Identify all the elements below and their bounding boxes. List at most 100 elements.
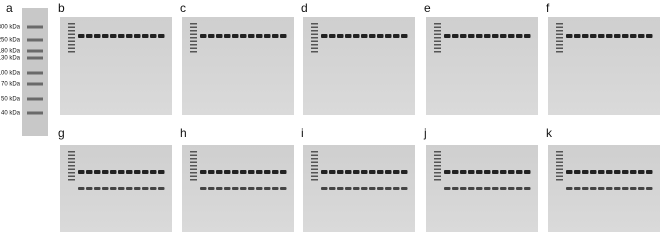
- protein-band: [158, 187, 165, 190]
- ladder-band: [434, 161, 441, 163]
- protein-band: [216, 34, 223, 38]
- protein-band: [337, 34, 344, 38]
- panel-label: e: [424, 1, 431, 15]
- ladder-band: [311, 47, 318, 49]
- panel-label: k: [546, 126, 553, 140]
- ladder-band: [434, 26, 441, 28]
- protein-band: [200, 34, 207, 38]
- ladder-band: [556, 44, 563, 46]
- protein-band: [492, 170, 499, 174]
- protein-band: [452, 170, 459, 174]
- ladder-band: [190, 47, 197, 49]
- protein-band: [574, 187, 581, 190]
- protein-band: [329, 34, 336, 38]
- protein-band: [444, 187, 451, 190]
- protein-band: [622, 170, 629, 174]
- ladder-label: 300 kDa: [0, 25, 21, 31]
- protein-band: [385, 34, 392, 38]
- protein-band: [353, 34, 360, 38]
- ladder-band: [556, 151, 563, 153]
- protein-band: [248, 170, 255, 174]
- protein-band: [248, 34, 255, 38]
- protein-band: [500, 34, 507, 38]
- ladder-band: [434, 154, 441, 156]
- ladder-label: 180 kDa: [0, 49, 21, 55]
- protein-band: [264, 34, 271, 38]
- gel: [60, 17, 172, 115]
- ladder-band: [190, 172, 197, 174]
- protein-band: [393, 170, 400, 174]
- protein-band: [150, 34, 157, 38]
- ladder-label: 100 kDa: [0, 71, 21, 77]
- protein-band: [468, 170, 475, 174]
- protein-band: [516, 34, 523, 38]
- protein-band: [598, 170, 605, 174]
- protein-band: [102, 34, 109, 38]
- protein-band: [264, 170, 271, 174]
- ladder-band: [27, 49, 43, 53]
- protein-band: [444, 34, 451, 38]
- protein-band: [78, 187, 85, 190]
- ladder-band: [434, 44, 441, 46]
- protein-band: [566, 34, 573, 38]
- ladder-band: [190, 179, 197, 181]
- ladder-band: [311, 161, 318, 163]
- protein-band: [476, 187, 483, 190]
- protein-band: [508, 170, 515, 174]
- ladder-band: [190, 175, 197, 177]
- panel-label: h: [180, 126, 187, 140]
- protein-band: [329, 170, 336, 174]
- ladder-band: [190, 23, 197, 25]
- protein-band: [126, 34, 133, 38]
- ladder-label: 250 kDa: [0, 38, 21, 44]
- protein-band: [345, 34, 352, 38]
- protein-band: [646, 34, 653, 38]
- ladder-band: [68, 172, 75, 174]
- protein-band: [208, 170, 215, 174]
- protein-band: [385, 187, 392, 190]
- protein-band: [638, 187, 645, 190]
- protein-band: [582, 170, 589, 174]
- protein-band: [232, 170, 239, 174]
- protein-band: [94, 170, 101, 174]
- ladder-band: [556, 165, 563, 167]
- protein-band: [94, 187, 101, 190]
- protein-band: [590, 34, 597, 38]
- protein-band: [280, 34, 287, 38]
- ladder-band: [68, 44, 75, 46]
- ladder-band: [434, 47, 441, 49]
- ladder-band: [190, 151, 197, 153]
- protein-band: [240, 170, 247, 174]
- gel: [303, 17, 415, 115]
- ladder-band: [190, 30, 197, 32]
- protein-band: [78, 34, 85, 38]
- ladder-band: [556, 40, 563, 42]
- protein-band: [484, 187, 491, 190]
- ladder-band: [556, 168, 563, 170]
- protein-band: [452, 34, 459, 38]
- protein-band: [393, 34, 400, 38]
- ladder-band: [311, 33, 318, 35]
- protein-band: [476, 170, 483, 174]
- ladder-band: [68, 51, 75, 53]
- ladder-band: [434, 40, 441, 42]
- ladder-band: [556, 158, 563, 160]
- ladder-band: [434, 30, 441, 32]
- protein-band: [150, 170, 157, 174]
- protein-band: [630, 187, 637, 190]
- protein-band: [452, 187, 459, 190]
- protein-band: [460, 187, 467, 190]
- ladder-band: [434, 51, 441, 53]
- protein-band: [590, 187, 597, 190]
- protein-band: [622, 187, 629, 190]
- protein-band: [118, 187, 125, 190]
- protein-band: [345, 187, 352, 190]
- protein-band: [492, 34, 499, 38]
- protein-band: [134, 34, 141, 38]
- ladder-band: [311, 26, 318, 28]
- protein-band: [598, 34, 605, 38]
- ladder-band: [434, 168, 441, 170]
- protein-band: [134, 170, 141, 174]
- protein-band: [468, 187, 475, 190]
- ladder-band: [27, 38, 43, 42]
